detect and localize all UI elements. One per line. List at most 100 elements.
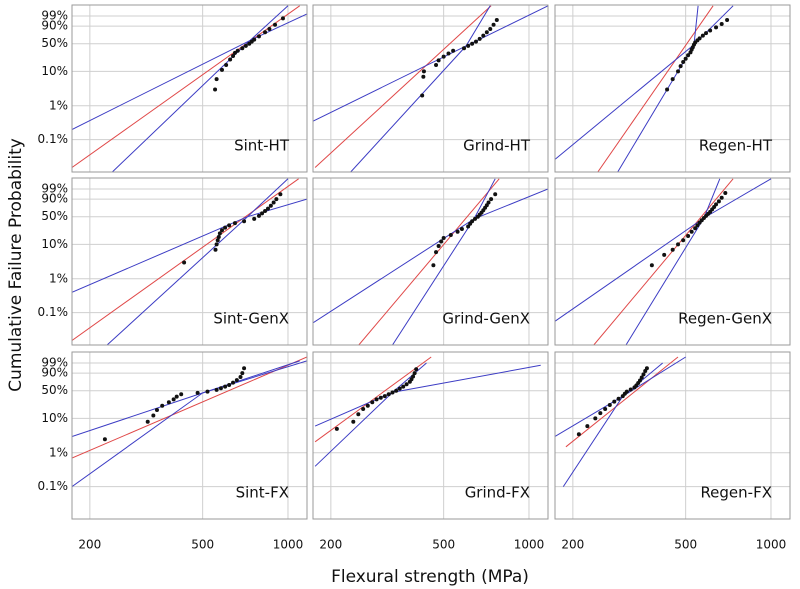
data-point [361, 407, 366, 412]
fit-line [593, 178, 734, 345]
panel-background [555, 178, 790, 345]
data-point [473, 39, 478, 44]
data-point [436, 243, 441, 248]
y-tick-label: 1% [49, 445, 68, 459]
data-point [223, 384, 228, 389]
data-point [451, 48, 456, 53]
y-tick-label: 0.1% [38, 132, 69, 146]
data-point [179, 392, 184, 397]
panel-border [312, 177, 549, 346]
x-tick-label: 200 [319, 538, 342, 552]
panel [72, 352, 307, 519]
data-point [466, 224, 471, 229]
data-point [693, 226, 698, 231]
fit-line [314, 5, 492, 168]
data-point [334, 426, 339, 431]
panel-background [72, 5, 307, 172]
y-tick-label: 1% [49, 98, 68, 112]
panel-label: Grind-GenX [442, 310, 530, 328]
panel [313, 178, 548, 345]
data-point [351, 419, 356, 424]
data-point [235, 48, 240, 53]
data-point [234, 378, 239, 383]
panel-background [313, 352, 548, 519]
panel-background [72, 352, 307, 519]
data-point [224, 62, 229, 67]
panel-border [554, 351, 791, 520]
data-point [420, 93, 425, 98]
data-point [256, 34, 261, 39]
data-point [260, 211, 265, 216]
data-point [228, 57, 233, 62]
data-point [448, 233, 453, 238]
data-point [628, 387, 633, 392]
data-point [213, 87, 218, 92]
y-tick-label: 10% [41, 411, 68, 425]
data-point [676, 242, 681, 247]
data-point [481, 33, 486, 38]
panel-border [312, 4, 549, 173]
data-point [154, 407, 159, 412]
data-point [166, 400, 171, 405]
data-point [217, 231, 222, 236]
y-tick-label: 0.1% [38, 479, 69, 493]
panel-label: Sint-FX [236, 484, 289, 502]
y-tick-label: 10% [41, 237, 68, 251]
data-point [494, 17, 499, 22]
data-point [263, 30, 268, 35]
panel-label: Sint-HT [234, 137, 290, 155]
data-point [394, 388, 399, 393]
data-point [240, 46, 245, 51]
data-point [434, 250, 439, 255]
data-point [213, 247, 218, 252]
data-point [723, 190, 728, 195]
x-tick-label: 500 [674, 538, 697, 552]
data-point [689, 229, 694, 234]
data-point [678, 64, 683, 69]
panel-background [313, 178, 548, 345]
data-point [434, 62, 439, 67]
panel [555, 178, 790, 345]
data-point [486, 200, 491, 205]
data-point [231, 380, 236, 385]
data-point [686, 233, 691, 238]
data-point [271, 200, 276, 205]
y-tick-label: 90% [41, 366, 68, 380]
data-point [278, 192, 283, 197]
data-point [421, 69, 426, 74]
panel-background [313, 5, 548, 172]
data-point [273, 22, 278, 27]
data-point [644, 366, 649, 371]
panel-label: Regen-GenX [678, 310, 772, 328]
data-point [252, 37, 257, 42]
data-point [243, 43, 248, 48]
data-point [641, 372, 646, 377]
data-point [227, 223, 232, 228]
data-point [603, 407, 608, 412]
data-point [404, 382, 409, 387]
data-point [708, 28, 713, 33]
data-point [441, 235, 446, 240]
fit-line [72, 356, 307, 459]
data-point [695, 223, 700, 228]
data-point [411, 374, 416, 379]
data-point [365, 403, 370, 408]
data-point [714, 202, 719, 207]
y-tick-label: 50% [41, 36, 68, 50]
data-point [356, 412, 361, 417]
y-tick-label: 90% [41, 19, 68, 33]
data-point [477, 36, 482, 41]
data-point [670, 77, 675, 82]
panel-border [71, 4, 308, 173]
data-point [274, 197, 279, 202]
data-point [256, 213, 261, 218]
data-point [414, 367, 419, 372]
data-point [719, 195, 724, 200]
panel-background [72, 178, 307, 345]
data-point [585, 424, 590, 429]
x-tick-label: 500 [432, 538, 455, 552]
data-point [455, 229, 460, 234]
y-tick-label: 0.1% [38, 305, 69, 319]
data-point [382, 394, 387, 399]
panel-label: Regen-HT [699, 137, 773, 155]
